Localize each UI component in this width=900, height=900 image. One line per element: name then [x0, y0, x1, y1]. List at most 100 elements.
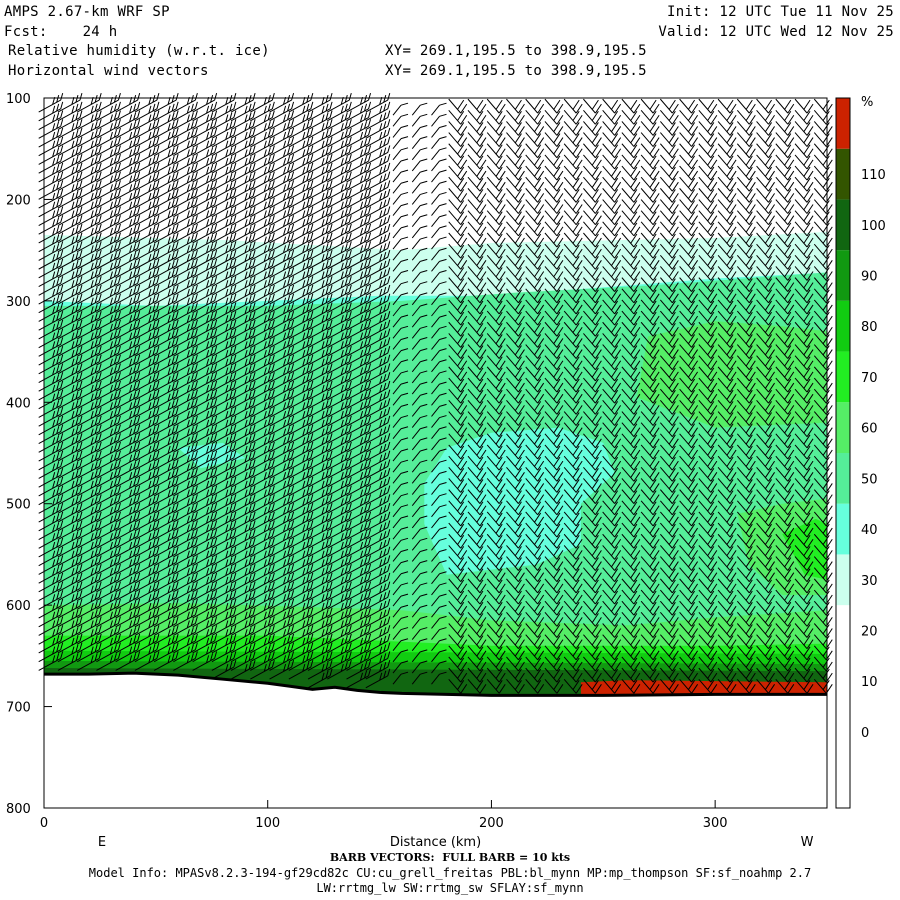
wind-barb	[307, 433, 333, 453]
wind-barb	[153, 354, 179, 375]
wind-barb	[698, 288, 718, 304]
wind-barb	[467, 578, 487, 594]
wind-barb	[431, 560, 447, 573]
wind-barb	[230, 520, 256, 540]
wind-barb	[602, 433, 622, 449]
x-tick-label: 200	[479, 816, 504, 831]
wind-barb	[211, 441, 237, 462]
wind-barb	[307, 223, 333, 244]
wind-barb	[307, 415, 333, 436]
wind-barb	[583, 277, 602, 292]
wind-barb	[679, 522, 699, 538]
wind-barb	[411, 169, 428, 183]
wind-barb	[621, 243, 641, 259]
wind-barb	[230, 162, 256, 183]
wind-barb	[525, 444, 545, 460]
wind-barb	[57, 380, 83, 401]
wind-barb	[365, 380, 391, 401]
wind-barb	[134, 537, 160, 558]
wind-barb	[411, 370, 428, 384]
wind-barb	[96, 267, 121, 288]
wind-barb	[448, 623, 468, 638]
wind-barb	[230, 241, 256, 261]
wind-barb	[288, 555, 314, 575]
wind-barb	[717, 455, 737, 471]
wind-barb	[659, 333, 679, 348]
wind-barb	[365, 354, 391, 375]
wind-barb	[192, 311, 218, 331]
wind-barb	[173, 171, 198, 192]
wind-barb	[230, 398, 256, 418]
wind-barb	[794, 556, 814, 571]
wind-barb	[211, 546, 237, 567]
wind-barb	[486, 455, 506, 471]
wind-barb	[392, 158, 409, 172]
wind-barb	[173, 145, 198, 165]
wind-barb	[173, 258, 198, 279]
wind-barb	[346, 319, 372, 340]
wind-barb	[288, 363, 314, 383]
wind-barb	[76, 459, 102, 479]
colorbar-bin	[836, 554, 850, 606]
wind-barb	[679, 578, 699, 594]
wind-barb	[307, 572, 333, 593]
wind-barb	[192, 468, 218, 488]
wind-barb	[794, 243, 814, 259]
wind-barb	[794, 578, 814, 594]
wind-barb	[365, 389, 391, 410]
wind-barb	[211, 433, 237, 453]
wind-barb	[327, 354, 352, 375]
wind-barb	[794, 266, 814, 281]
wind-barb	[698, 433, 718, 449]
wind-barb	[621, 165, 641, 181]
wind-barb	[192, 162, 218, 183]
wind-barb	[307, 337, 333, 357]
wind-barb	[736, 556, 756, 571]
wind-barb	[38, 546, 64, 567]
colorbar-label: 100	[861, 219, 886, 234]
wind-barb	[250, 537, 275, 558]
wind-barb	[775, 634, 795, 649]
wind-barb	[756, 232, 775, 248]
wind-barb	[717, 612, 737, 627]
wind-barb	[467, 199, 487, 214]
wind-barb	[115, 424, 141, 445]
wind-barb	[448, 589, 468, 605]
wind-barb	[269, 590, 295, 610]
colorbar-label: 60	[861, 422, 878, 437]
wind-barb	[288, 337, 314, 357]
wind-barb	[134, 337, 160, 357]
wind-barb	[583, 500, 602, 516]
wind-barb	[327, 476, 352, 497]
wind-barb	[756, 667, 775, 683]
wind-barb	[96, 337, 121, 357]
wind-barb	[115, 188, 141, 209]
wind-barb	[506, 165, 525, 181]
wind-barb	[506, 612, 525, 627]
wind-barb	[327, 406, 352, 427]
wind-barb	[115, 258, 141, 279]
wind-barb	[192, 389, 218, 410]
wind-barb	[448, 344, 468, 359]
wind-barb	[525, 623, 545, 638]
wind-barb	[269, 564, 295, 584]
wind-barb	[134, 529, 160, 549]
wind-barb	[659, 634, 679, 649]
wind-barb	[211, 398, 237, 418]
wind-barb	[192, 564, 218, 584]
wind-barb	[192, 328, 218, 349]
wind-barb	[392, 593, 409, 607]
wind-barb	[96, 363, 121, 383]
wind-barb	[250, 433, 275, 453]
wind-barb	[448, 299, 468, 315]
fcst-label: Fcst:	[4, 24, 48, 40]
wind-barb	[288, 450, 314, 471]
wind-barb	[392, 615, 409, 629]
wind-barb	[640, 455, 660, 471]
wind-barb	[173, 529, 198, 549]
wind-barb	[621, 678, 641, 694]
wind-barb	[602, 400, 622, 415]
wind-barb	[411, 203, 428, 216]
wind-barb	[365, 433, 391, 453]
